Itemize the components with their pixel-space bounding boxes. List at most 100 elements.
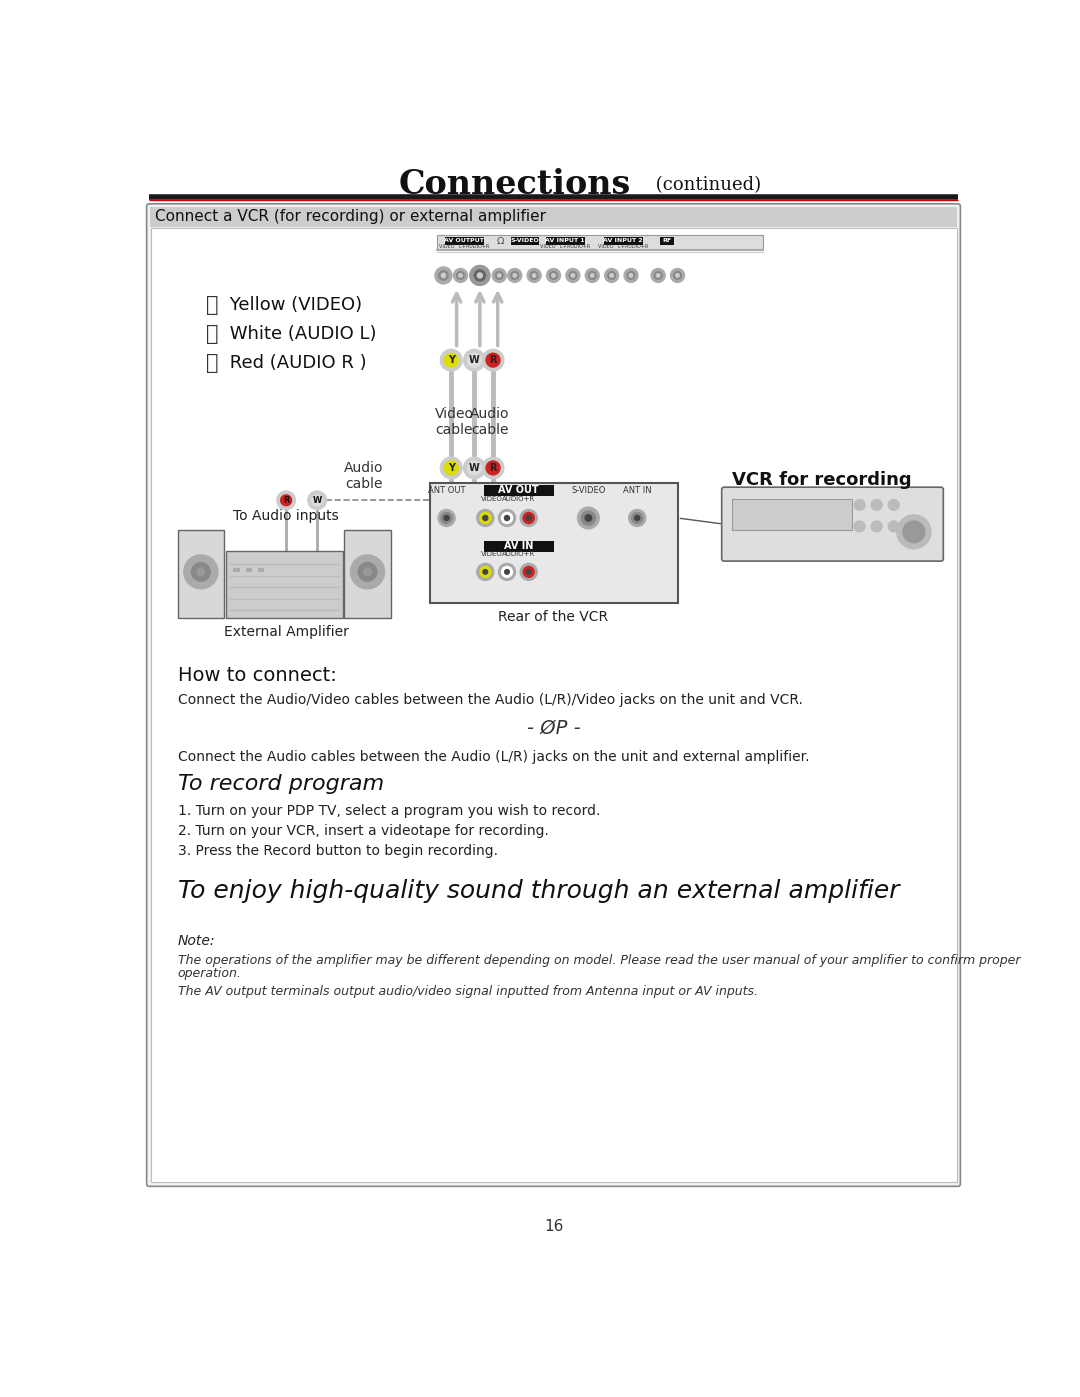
Circle shape	[474, 270, 485, 281]
Bar	[345, 529, 391, 617]
Circle shape	[468, 461, 482, 475]
Text: Y: Y	[448, 462, 455, 474]
Circle shape	[486, 461, 500, 475]
Circle shape	[566, 268, 580, 282]
Circle shape	[463, 457, 485, 479]
Bar	[246, 569, 252, 571]
Circle shape	[523, 513, 535, 524]
Text: Yellow (VIDEO): Yellow (VIDEO)	[225, 296, 362, 314]
Bar	[511, 237, 539, 244]
Circle shape	[444, 515, 449, 521]
Circle shape	[191, 563, 211, 581]
Text: R: R	[283, 496, 289, 504]
Circle shape	[674, 271, 681, 279]
Text: S-VIDEO: S-VIDEO	[511, 239, 539, 243]
Circle shape	[872, 500, 882, 510]
Circle shape	[569, 271, 577, 279]
Circle shape	[903, 521, 924, 542]
Text: ANT IN: ANT IN	[623, 486, 651, 495]
Circle shape	[527, 268, 541, 282]
Text: VIDEO: VIDEO	[481, 496, 502, 502]
Text: Red (AUDIO R ): Red (AUDIO R )	[225, 355, 367, 372]
Circle shape	[530, 271, 538, 279]
Circle shape	[276, 490, 296, 510]
Circle shape	[441, 457, 462, 479]
Circle shape	[524, 567, 535, 577]
Circle shape	[442, 274, 446, 278]
Circle shape	[438, 271, 448, 281]
Bar	[430, 483, 677, 602]
Circle shape	[571, 274, 575, 277]
Circle shape	[513, 274, 516, 277]
Text: VCR for recording: VCR for recording	[732, 471, 912, 489]
Circle shape	[477, 272, 483, 278]
Text: VIDEO: VIDEO	[481, 552, 502, 557]
Circle shape	[511, 271, 518, 279]
Text: Connect a VCR (for recording) or external amplifier: Connect a VCR (for recording) or externa…	[156, 210, 546, 225]
Circle shape	[608, 271, 616, 279]
Circle shape	[629, 510, 646, 527]
FancyBboxPatch shape	[721, 488, 943, 562]
Circle shape	[364, 569, 372, 576]
Text: W: W	[312, 496, 322, 504]
Text: To enjoy high-quality sound through an external amplifier: To enjoy high-quality sound through an e…	[177, 880, 900, 904]
Text: AUDIO+R: AUDIO+R	[502, 496, 536, 502]
Circle shape	[581, 511, 595, 525]
Text: Connect the Audio cables between the Audio (L/R) jacks on the unit and external : Connect the Audio cables between the Aud…	[177, 750, 809, 764]
FancyBboxPatch shape	[147, 204, 960, 1186]
Text: W: W	[469, 462, 480, 474]
Circle shape	[585, 514, 592, 521]
Circle shape	[312, 495, 323, 506]
Circle shape	[470, 265, 490, 285]
Circle shape	[441, 349, 462, 372]
Text: (continued): (continued)	[650, 176, 761, 194]
Circle shape	[526, 570, 531, 574]
Circle shape	[441, 513, 453, 524]
Text: 16: 16	[544, 1220, 563, 1234]
Text: Ω: Ω	[497, 236, 504, 246]
Text: White (AUDIO L): White (AUDIO L)	[225, 326, 377, 342]
Text: W: W	[469, 355, 480, 365]
Circle shape	[630, 274, 633, 277]
Circle shape	[444, 353, 458, 367]
Circle shape	[635, 515, 639, 521]
Text: Rear of the VCR: Rear of the VCR	[499, 609, 608, 623]
Circle shape	[483, 570, 488, 574]
Bar	[484, 485, 554, 496]
Circle shape	[480, 567, 490, 577]
Text: AV IN: AV IN	[504, 542, 534, 552]
Text: The operations of the amplifier may be different depending on model. Please read: The operations of the amplifier may be d…	[177, 954, 1021, 967]
Circle shape	[589, 271, 596, 279]
Circle shape	[546, 268, 561, 282]
Bar	[177, 529, 225, 617]
Circle shape	[308, 490, 326, 510]
Text: AV OUT: AV OUT	[498, 485, 539, 496]
Circle shape	[499, 510, 515, 527]
Text: VIDEO   L+AUDIO+R: VIDEO L+AUDIO+R	[440, 244, 489, 250]
Text: - ØΡ -: - ØΡ -	[527, 718, 580, 738]
Circle shape	[482, 349, 504, 372]
Text: 1. Turn on your PDP TV, select a program you wish to record.: 1. Turn on your PDP TV, select a program…	[177, 803, 600, 817]
Text: External Amplifier: External Amplifier	[224, 624, 349, 638]
Circle shape	[454, 268, 468, 282]
Circle shape	[350, 555, 384, 588]
Text: Audio
cable: Audio cable	[343, 461, 383, 490]
Circle shape	[552, 274, 555, 277]
Circle shape	[676, 274, 679, 277]
Circle shape	[657, 274, 660, 277]
Circle shape	[854, 500, 865, 510]
Text: How to connect:: How to connect:	[177, 666, 336, 686]
Circle shape	[854, 521, 865, 532]
Circle shape	[486, 353, 500, 367]
Circle shape	[476, 510, 494, 527]
Circle shape	[281, 495, 292, 506]
Circle shape	[651, 268, 665, 282]
Circle shape	[496, 271, 503, 279]
Text: R: R	[489, 355, 497, 365]
Circle shape	[532, 274, 536, 277]
Bar	[661, 237, 674, 244]
Circle shape	[627, 271, 635, 279]
Circle shape	[483, 515, 488, 521]
Circle shape	[526, 515, 531, 521]
Circle shape	[492, 268, 507, 282]
